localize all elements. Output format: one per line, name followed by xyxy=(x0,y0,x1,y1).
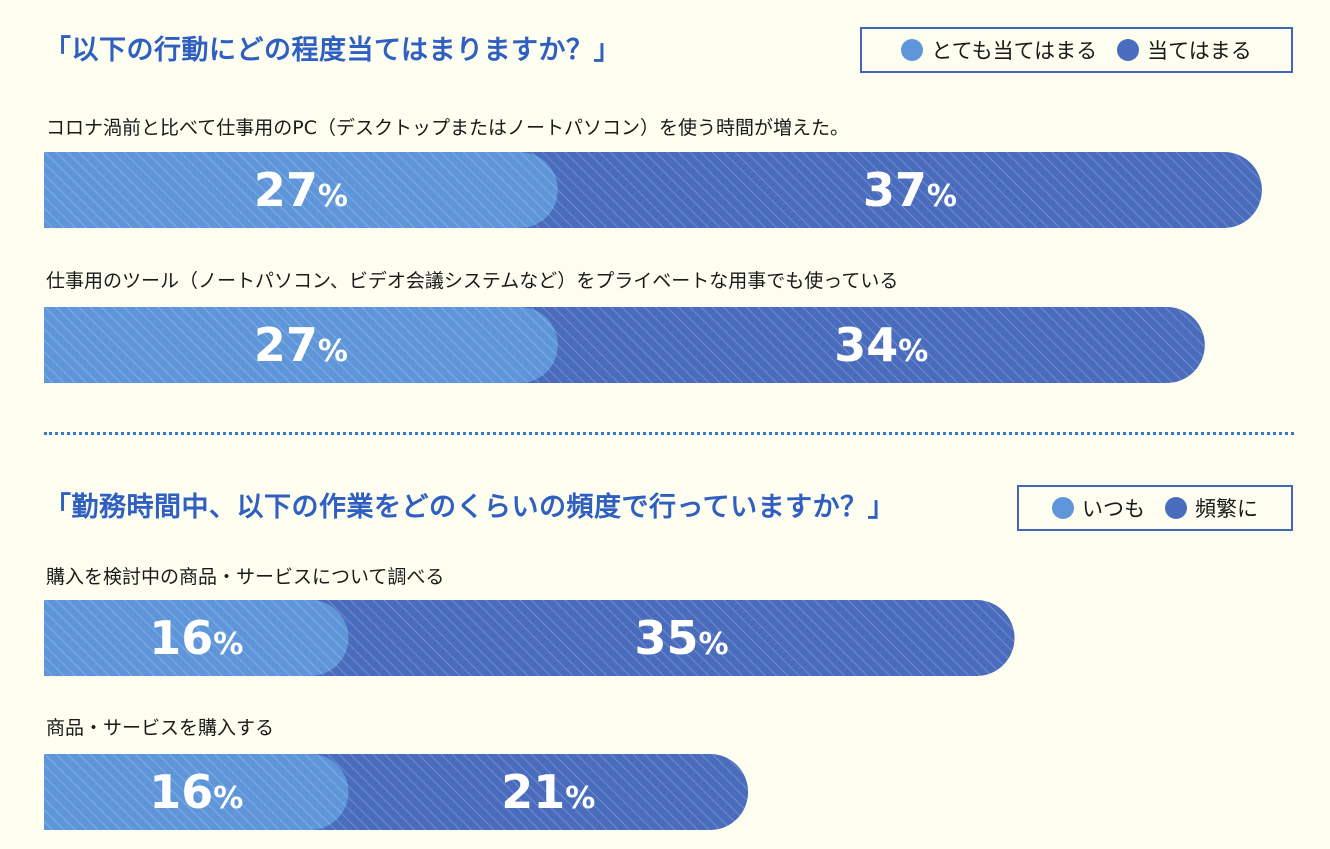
value-label-とても当てはまる: 27% xyxy=(254,318,348,372)
question-label: 購入を検討中の商品・サービスについて調べる xyxy=(46,566,445,588)
bar-hatch xyxy=(44,152,1262,228)
value-label-頻繁に: 21% xyxy=(501,765,595,819)
value-label-頻繁に: 35% xyxy=(634,611,728,665)
value-label-当てはまる: 37% xyxy=(863,163,957,217)
value-label-とても当てはまる: 27% xyxy=(254,163,348,217)
legend-item-very-true: とても当てはまる xyxy=(901,35,1097,65)
stacked-bar: 16% 35% xyxy=(44,600,1015,676)
bar-svg: 27% 34% xyxy=(44,307,1205,383)
bar-svg: 27% 37% xyxy=(44,152,1262,228)
question-label: コロナ渦前と比べて仕事用のPC（デスクトップまたはノートパソコン）を使う時間が増… xyxy=(46,117,849,139)
bar-hatch xyxy=(44,307,1205,383)
legend-swatch-dark xyxy=(1117,39,1140,61)
chart-1-legend: とても当てはまる 当てはまる xyxy=(860,27,1293,73)
question-label: 仕事用のツール（ノートパソコン、ビデオ会議システムなど）をプライベートな用事でも… xyxy=(46,270,899,292)
legend-label: いつも xyxy=(1082,497,1145,521)
legend-item-often: 頻繁に xyxy=(1165,493,1258,523)
legend-swatch-light xyxy=(1052,497,1074,519)
chart-1-title: 「以下の行動にどの程度当てはまりますか？」 xyxy=(44,35,621,66)
legend-label: 当てはまる xyxy=(1147,39,1252,63)
stacked-bar: 27% 37% xyxy=(44,152,1262,228)
legend-item-true: 当てはまる xyxy=(1117,35,1252,65)
bar-hatch xyxy=(44,600,1015,676)
legend-swatch-dark xyxy=(1165,497,1187,519)
bar-hatch xyxy=(44,754,749,830)
section-divider xyxy=(44,432,1294,435)
value-label-当てはまる: 34% xyxy=(834,318,928,372)
legend-label: とても当てはまる xyxy=(931,39,1098,63)
stacked-bar: 16% 21% xyxy=(44,754,749,830)
question-label: 商品・サービスを購入する xyxy=(46,717,275,739)
legend-item-always: いつも xyxy=(1052,493,1145,523)
value-label-いつも: 16% xyxy=(149,765,243,819)
legend-label: 頻繁に xyxy=(1195,497,1258,521)
chart-2-legend: いつも 頻繁に xyxy=(1017,485,1293,531)
stacked-bar: 27% 34% xyxy=(44,307,1205,383)
bar-svg: 16% 21% xyxy=(44,754,749,830)
legend-swatch-light xyxy=(901,39,924,61)
bar-svg: 16% 35% xyxy=(44,600,1015,676)
value-label-いつも: 16% xyxy=(149,611,243,665)
chart-2-title: 「勤務時間中、以下の作業をどのくらいの頻度で行っていますか？」 xyxy=(44,492,896,523)
